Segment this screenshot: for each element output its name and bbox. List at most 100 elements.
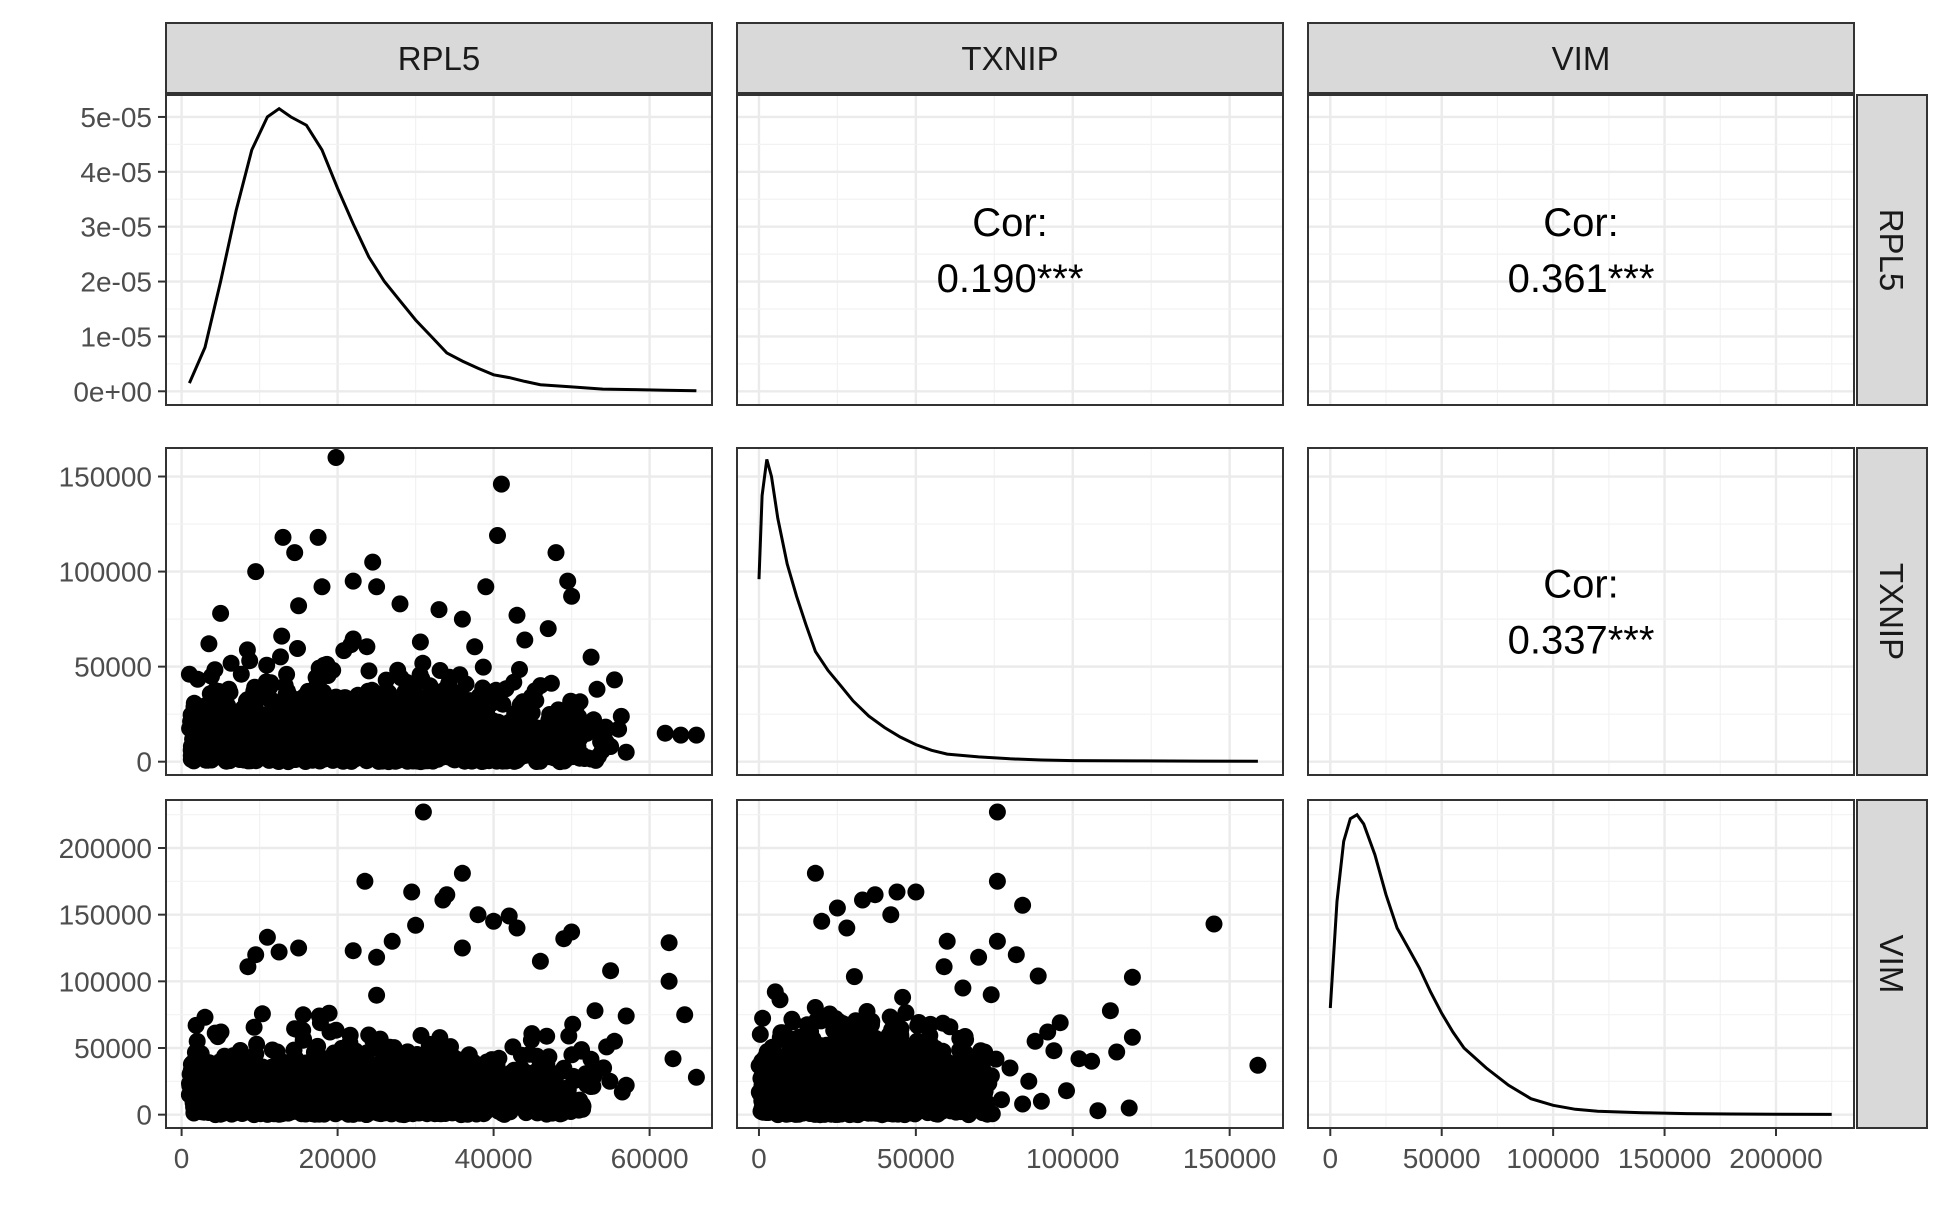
- scatter-point: [531, 952, 549, 970]
- scatter-point: [861, 1102, 878, 1120]
- scatter-point: [286, 1020, 304, 1038]
- strip-label: VIM: [1552, 40, 1611, 77]
- strip-top-rpl5: RPL5: [165, 22, 713, 94]
- scatter-point: [275, 1078, 293, 1096]
- scatter-point: [268, 730, 286, 748]
- panel-border: [736, 799, 1284, 1129]
- y-tick-label: 50000: [74, 1033, 152, 1064]
- scatter-point: [853, 1089, 871, 1107]
- scatter-point: [411, 633, 429, 651]
- strip-background: [1856, 447, 1928, 776]
- x-tick-label: 0: [174, 1143, 190, 1174]
- panel-background: [1308, 448, 1854, 775]
- scatter-point: [262, 674, 280, 692]
- scatter-point: [516, 631, 534, 649]
- scatter-point: [560, 1027, 578, 1045]
- strip-right-txnip: TXNIP: [1856, 447, 1928, 776]
- scatter-point: [476, 1103, 494, 1121]
- scatter-point: [210, 712, 228, 729]
- scatter-point: [876, 1102, 894, 1119]
- scatter-point: [1029, 967, 1047, 985]
- scatter-point: [841, 1059, 859, 1076]
- x-tick-label: 100000: [1026, 1143, 1119, 1174]
- scatter-point: [868, 1085, 886, 1103]
- scatter-point: [547, 544, 565, 562]
- y-tick-label: 200000: [59, 833, 152, 864]
- y-tick-label: 100000: [59, 966, 152, 997]
- panel-content: Cor: 0.337***: [1508, 563, 1655, 663]
- scatter-point: [248, 1035, 266, 1053]
- scatter-point: [847, 1012, 865, 1030]
- scatter-point: [477, 578, 495, 596]
- scatter-point: [195, 1085, 213, 1103]
- scatter-point: [310, 1077, 328, 1095]
- correlation-text: Cor:: [972, 201, 1048, 245]
- scatter-point: [938, 932, 956, 950]
- scatter-point: [970, 948, 988, 966]
- x-axis-vim: 0 50000 100000 150000 200000: [1322, 1128, 1823, 1174]
- scatter-point: [617, 743, 635, 761]
- scatter-point: [1045, 1042, 1063, 1060]
- scatter-point: [676, 1006, 694, 1024]
- scatter-point: [268, 713, 286, 731]
- scatter-point: [1123, 968, 1141, 986]
- x-tick-label: 60000: [611, 1143, 689, 1174]
- scatter-point: [559, 572, 577, 590]
- scatter-point: [360, 662, 378, 680]
- scatter-point: [425, 731, 443, 749]
- y-tick-label: 150000: [59, 900, 152, 931]
- scatter-point: [539, 620, 557, 638]
- panel-background: [1308, 95, 1854, 405]
- scatter-point: [289, 640, 306, 657]
- panel-background: [737, 448, 1283, 775]
- scatter-point: [308, 675, 326, 693]
- scatter-point: [881, 1026, 899, 1044]
- scatter-point: [913, 1059, 931, 1077]
- scatter-point: [751, 1025, 769, 1043]
- scatter-point: [391, 1050, 409, 1068]
- scatter-point: [278, 682, 296, 700]
- scatter-point: [453, 939, 471, 957]
- scatter-point: [582, 648, 600, 666]
- scatter-point: [283, 719, 301, 737]
- y-axis-rpl5: 0e+00 1e-05 2e-05 3e-05 4e-05 5e-05: [73, 102, 166, 407]
- scatter-point: [466, 638, 484, 656]
- scatter-point: [988, 872, 1006, 890]
- scatter-point: [1020, 1072, 1038, 1090]
- y-tick-label: 100000: [59, 557, 152, 588]
- panel-content: [180, 449, 705, 771]
- scatter-point: [380, 684, 398, 702]
- panel-border: [1307, 94, 1855, 406]
- scatter-point: [398, 706, 416, 724]
- scatter-point: [801, 1042, 819, 1060]
- scatter-point: [368, 986, 386, 1004]
- scatter-point: [755, 1078, 773, 1095]
- scatter-point: [960, 1106, 978, 1124]
- scatter-point: [258, 928, 276, 946]
- scatter-point: [563, 1046, 581, 1064]
- scatter-point: [344, 572, 362, 590]
- scatter-point: [529, 1082, 546, 1100]
- scatter-point: [379, 1103, 397, 1121]
- scatter-point: [935, 958, 953, 976]
- scatter-point: [490, 1102, 508, 1120]
- scatter-point: [813, 912, 831, 930]
- scatter-point: [274, 699, 292, 717]
- panel-content: [180, 803, 705, 1124]
- scatter-point: [801, 1097, 818, 1115]
- correlation-text: 0.337***: [1508, 619, 1655, 663]
- scatter-point: [500, 907, 518, 925]
- scatter-point: [563, 587, 581, 605]
- scatter-point: [274, 528, 292, 546]
- scatter-point: [492, 475, 510, 493]
- scatter-point: [897, 1004, 915, 1022]
- strip-top-txnip: TXNIP: [736, 22, 1284, 94]
- scatter-point: [273, 627, 291, 645]
- scatter-point: [253, 1005, 271, 1023]
- scatter-point: [286, 544, 304, 562]
- scatter-point: [391, 595, 409, 613]
- scatter-point: [775, 1063, 793, 1081]
- scatter-point: [252, 1102, 270, 1120]
- scatter-point: [294, 1006, 312, 1024]
- scatter-point: [312, 1063, 330, 1081]
